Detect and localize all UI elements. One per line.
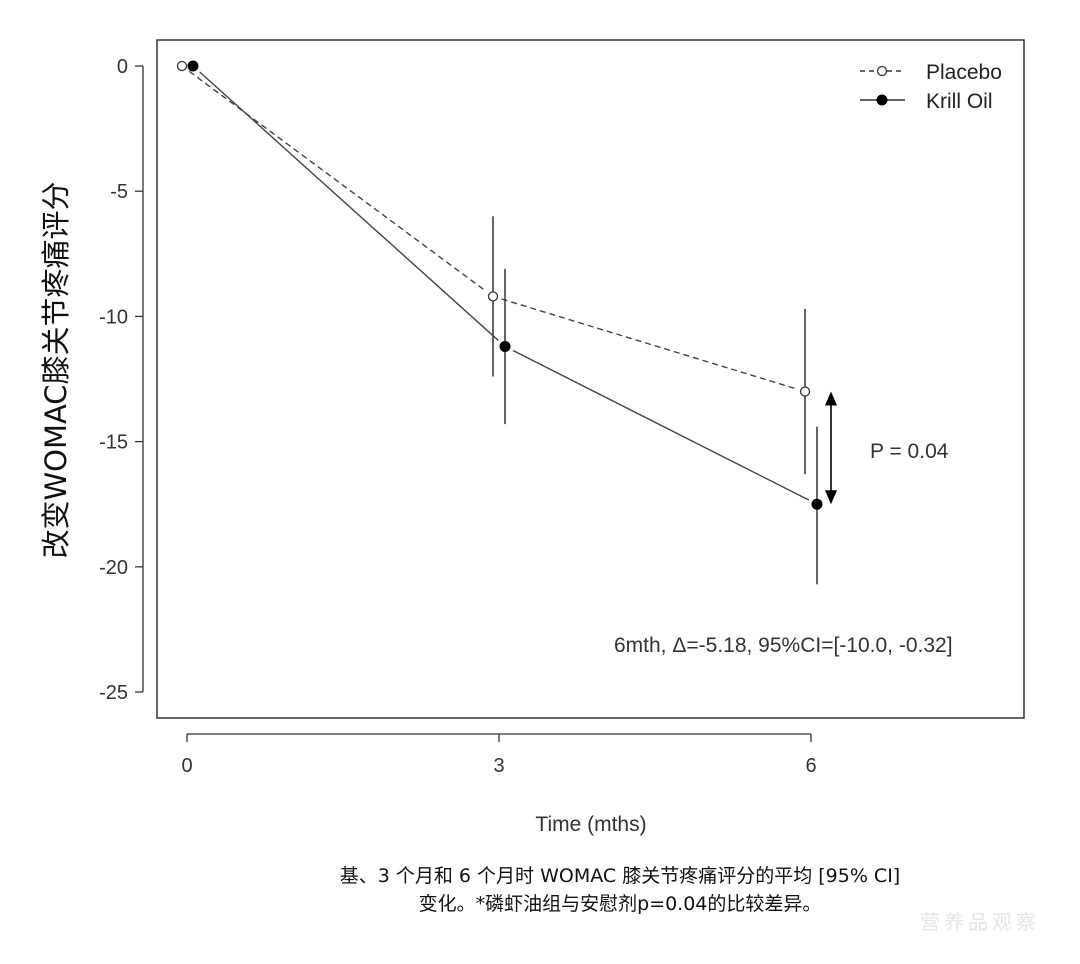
y-tick-label: -25 xyxy=(99,682,128,704)
legend-placebo-marker xyxy=(876,65,888,77)
krill-oil-line-segment xyxy=(512,349,810,501)
x-axis-title: Time (mths) xyxy=(535,813,646,836)
p-value-arrow xyxy=(825,391,837,505)
krill-oil-point xyxy=(499,340,511,352)
placebo-line-segment xyxy=(188,70,487,292)
caption-line-1: 基、3 个月和 6 个月时 WOMAC 膝关节疼痛评分的平均 [95% CI] xyxy=(339,865,901,887)
figure-caption: 基、3 个月和 6 个月时 WOMAC 膝关节疼痛评分的平均 [95% CI] … xyxy=(180,862,1060,918)
watermark: 营养品观察 xyxy=(920,910,1040,934)
plot-frame xyxy=(156,39,1025,719)
placebo-point xyxy=(487,291,499,302)
caption-line-2: 变化。*磷虾油组与安慰剂p=0.04的比较差异。 xyxy=(418,893,822,915)
krill-oil-line-segment xyxy=(199,71,499,341)
difference-annotation: 6mth, Δ=-5.18, 95%CI=[-10.0, -0.32] xyxy=(614,634,953,657)
y-axis-title: 改变WOMAC膝关节疼痛评分 xyxy=(39,181,73,558)
series-layer xyxy=(176,60,823,585)
legend-krill-marker xyxy=(876,94,888,106)
y-tick-label: -10 xyxy=(99,306,128,328)
y-tick-label: -15 xyxy=(99,432,128,454)
y-tick-label: -5 xyxy=(110,181,128,203)
p-arrow-head-down xyxy=(825,490,837,505)
placebo-point xyxy=(176,60,188,72)
legend-placebo-label: Placebo xyxy=(926,61,1002,84)
x-tick-label: 3 xyxy=(493,755,504,777)
krill-oil-point xyxy=(811,498,823,510)
p-arrow-head-up xyxy=(825,391,837,406)
placebo-line-segment xyxy=(501,298,797,390)
legend: Placebo Krill Oil xyxy=(860,61,1002,113)
p-value-annotation: P = 0.04 xyxy=(870,440,949,463)
x-tick-label: 6 xyxy=(805,755,816,777)
legend-krill-label: Krill Oil xyxy=(926,90,993,113)
x-tick-label: 0 xyxy=(181,755,192,777)
placebo-point xyxy=(799,386,811,397)
chart-canvas: 0 3 6 0 -5 -10 -15 -20 -25 Placebo Krill Oil P =… xyxy=(39,39,1025,836)
axes: 0 3 6 0 -5 -10 -15 -20 -25 xyxy=(99,56,816,777)
y-tick-label: 0 xyxy=(117,56,128,78)
krill-oil-point xyxy=(187,60,199,72)
y-tick-label: -20 xyxy=(99,557,128,579)
